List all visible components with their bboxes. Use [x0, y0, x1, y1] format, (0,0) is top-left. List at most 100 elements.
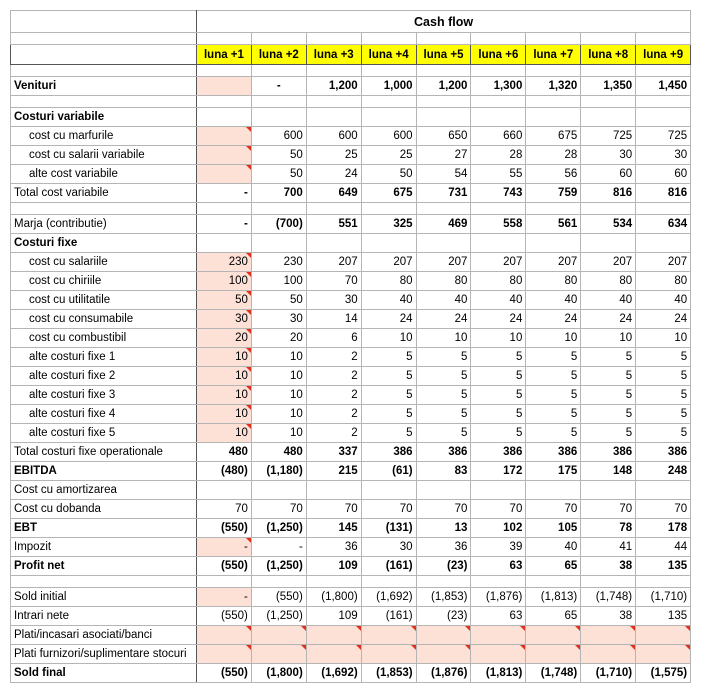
cell-value: 5 — [525, 404, 582, 424]
cell-value: 40 — [470, 290, 527, 310]
cell-value: 10 — [196, 366, 252, 386]
cell-value: 100 — [196, 271, 252, 291]
cell — [580, 644, 637, 664]
blank-row — [10, 95, 692, 108]
cell-value: (1,800) — [250, 663, 307, 683]
cell-value: 230 — [250, 252, 307, 272]
cell-value: 5 — [470, 404, 527, 424]
cell-value: 40 — [525, 290, 582, 310]
cell-value: 70 — [250, 499, 307, 519]
cell-value: 469 — [415, 214, 472, 234]
cell-value: 534 — [580, 214, 637, 234]
cell-value: (1,710) — [580, 663, 637, 683]
cell-value: (1,250) — [250, 606, 307, 626]
cell-value: 109 — [305, 556, 362, 576]
cell-value: 78 — [580, 518, 637, 538]
cell-value: 20 — [250, 328, 307, 348]
cell — [580, 575, 637, 588]
cell-value: 2 — [305, 366, 362, 386]
cell-value: 30 — [580, 145, 637, 165]
cell-value: 172 — [470, 461, 527, 481]
cell-value: 50 — [250, 164, 307, 184]
cell-value: (550) — [196, 556, 252, 576]
cell-value: 660 — [470, 126, 527, 146]
cell — [470, 233, 527, 253]
cell-value: 325 — [360, 214, 417, 234]
cell — [250, 575, 307, 588]
cell — [635, 480, 692, 500]
cell-value: (131) — [360, 518, 417, 538]
cell-value: 600 — [250, 126, 307, 146]
cell-value: (161) — [360, 556, 417, 576]
cell-value: (550) — [196, 518, 252, 538]
cell-value: (1,180) — [250, 461, 307, 481]
table-row: Venituri -1,200 1,000 1,200 1,300 1,320 1,350 1… — [10, 76, 692, 96]
cell — [525, 107, 582, 127]
cell-value: 60 — [635, 164, 692, 184]
cell — [415, 644, 472, 664]
cell-value: 70 — [580, 499, 637, 519]
cell-value: (1,853) — [415, 587, 472, 607]
table-row: Cost cu dobanda 70 70 70 70 70 70 70 70 70 — [10, 499, 692, 519]
cell-value: 1,200 — [415, 76, 472, 96]
cell-value: 24 — [635, 309, 692, 329]
cell-value: 634 — [635, 214, 692, 234]
cell — [305, 107, 362, 127]
cell-value: - — [196, 587, 252, 607]
cell-value: 816 — [635, 183, 692, 203]
cell-value: 1,000 — [360, 76, 417, 96]
cell-value: 14 — [305, 309, 362, 329]
cell-value: 5 — [580, 423, 637, 443]
cell — [415, 233, 472, 253]
cell — [470, 202, 527, 215]
cell — [525, 32, 582, 45]
cell-value: 816 — [580, 183, 637, 203]
cell — [250, 64, 307, 77]
cell — [305, 233, 362, 253]
cell-value: 551 — [305, 214, 362, 234]
table-row: Plati furnizori/suplimentare stocuri — [10, 644, 692, 664]
cell-value: 10 — [635, 328, 692, 348]
cell-value: (550) — [250, 587, 307, 607]
cell-value: (1,813) — [525, 587, 582, 607]
cell-value: 207 — [525, 252, 582, 272]
cell-value: 207 — [415, 252, 472, 272]
cell-value: 25 — [360, 145, 417, 165]
table-row: alte costuri fixe 4 10 10 2 5 5 5 5 5 5 — [10, 404, 692, 424]
cell — [525, 625, 582, 645]
cell — [470, 575, 527, 588]
cell-value: 480 — [196, 442, 252, 462]
cell — [196, 480, 252, 500]
table-row: alte costuri fixe 1 10 10 2 5 5 5 5 5 5 — [10, 347, 692, 367]
cell-value: 100 — [250, 271, 307, 291]
cell-value: 10 — [196, 347, 252, 367]
cell — [635, 625, 692, 645]
cell — [470, 64, 527, 77]
cell-value: 386 — [525, 442, 582, 462]
header-row: luna +1 luna +2 luna +3 luna +4 luna +5 luna … — [10, 44, 692, 65]
cell-value: 5 — [470, 385, 527, 405]
row-label: alte costuri fixe 1 — [10, 347, 197, 367]
column-header: luna +9 — [635, 44, 692, 65]
cell-value: 63 — [470, 606, 527, 626]
blank-row — [10, 64, 692, 77]
row-label: Sold final — [10, 663, 197, 683]
cell — [196, 126, 252, 146]
cell-value: 83 — [415, 461, 472, 481]
cell-value: 2 — [305, 423, 362, 443]
cell-value: 5 — [360, 423, 417, 443]
cell — [250, 644, 307, 664]
table-row: cost cu salariile 230 230 207 207 207 207 207 20… — [10, 252, 692, 272]
cell — [360, 32, 417, 45]
cell-value: 105 — [525, 518, 582, 538]
column-header: luna +6 — [470, 44, 527, 65]
cell — [10, 44, 197, 65]
cell-value: 40 — [580, 290, 637, 310]
table-row: Profit net (550) (1,250) 109 (161) (23) 63 65 38… — [10, 556, 692, 576]
cell-value: 30 — [250, 309, 307, 329]
cell-value: 480 — [250, 442, 307, 462]
cell-value: 70 — [635, 499, 692, 519]
cell-value: 40 — [525, 537, 582, 557]
cell-value: (1,575) — [635, 663, 692, 683]
cell-value: 70 — [196, 499, 252, 519]
